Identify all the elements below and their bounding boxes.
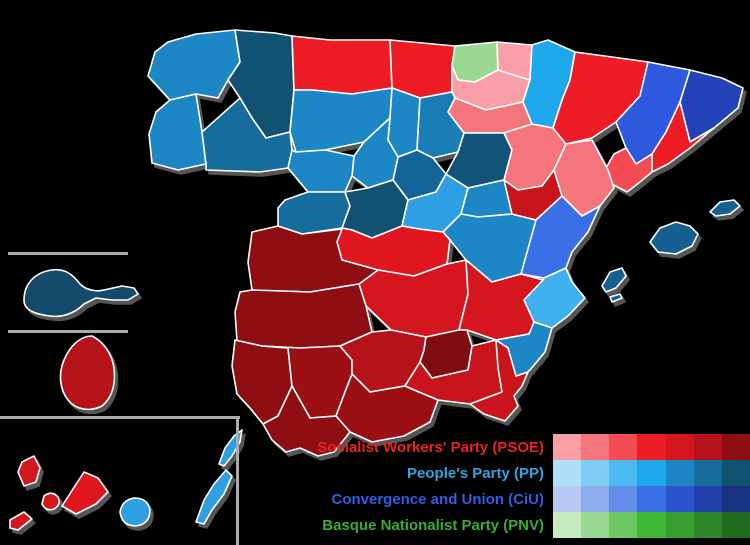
inset-divider-line-middle [8,330,128,333]
inset-melilla [59,335,116,411]
province-tarragona [605,147,653,193]
legend-label-pnv: Basque Nationalist Party (PNV) [322,516,544,534]
inset-divider-line-bottom [0,416,240,419]
legend-swatches-pp [553,460,750,486]
legend-swatch [581,486,610,512]
legend-swatches-ciu [553,486,750,512]
province-alicante [523,267,586,329]
inset-ceuta [23,268,139,318]
legend-swatch [609,486,638,512]
legend-label-pp: People's Party (PP) [407,464,544,482]
legend-swatch [637,434,666,460]
island-la-palma [17,455,41,487]
island-fuerteventura [195,469,233,525]
legend-swatch [721,460,750,486]
legend-swatch [721,486,750,512]
island-formentera [609,293,623,303]
legend-swatches-psoe [553,434,750,460]
province-cantabria [389,39,456,99]
legend-swatch [609,460,638,486]
legend-swatch [553,486,582,512]
legend-swatch [553,460,582,486]
province-girona [679,69,744,143]
legend-label-psoe: Socialist Workers' Party (PSOE) [317,438,544,456]
province-asturias [291,35,393,95]
legend: Socialist Workers' Party (PSOE) People's… [317,434,750,538]
legend-swatch [693,512,722,538]
legend-row-psoe: Socialist Workers' Party (PSOE) [317,434,750,460]
legend-swatch [581,460,610,486]
legend-swatch [693,486,722,512]
legend-swatch [693,460,722,486]
island-mallorca [649,221,699,255]
legend-swatch [665,460,694,486]
legend-swatch [721,434,750,460]
legend-swatch [609,512,638,538]
legend-swatches-pnv [553,512,750,538]
island-el-hierro [9,511,33,531]
legend-swatch [693,434,722,460]
province-badajoz [234,283,373,349]
legend-swatch [581,434,610,460]
island-menorca [709,199,741,217]
inset-divider-line-top [8,252,128,255]
legend-swatch [553,512,582,538]
legend-row-ciu: Convergence and Union (CiU) [317,486,750,512]
legend-swatch [665,434,694,460]
legend-swatch [553,434,582,460]
island-ibiza [601,267,627,293]
legend-swatch [637,460,666,486]
legend-label-ciu: Convergence and Union (CiU) [331,490,544,508]
province-cadiz [262,385,351,457]
legend-row-pnv: Basque Nationalist Party (PNV) [317,512,750,538]
province-pontevedra [148,93,207,171]
island-gran-canaria [119,497,151,527]
legend-swatch [721,512,750,538]
legend-swatch [581,512,610,538]
province-zamora [287,149,355,193]
legend-swatch [665,512,694,538]
island-la-gomera [41,492,61,511]
legend-row-pp: People's Party (PP) [317,460,750,486]
province-caceres [247,225,379,293]
island-tenerife [61,471,109,515]
legend-swatch [609,434,638,460]
legend-swatch [637,512,666,538]
province-almeria [469,339,529,422]
legend-swatch [637,486,666,512]
province-valencia [520,195,601,279]
province-salamanca [277,191,351,235]
legend-swatch [665,486,694,512]
canary-inset-divider-vertical [236,416,239,545]
province-a-coruna [147,29,241,101]
